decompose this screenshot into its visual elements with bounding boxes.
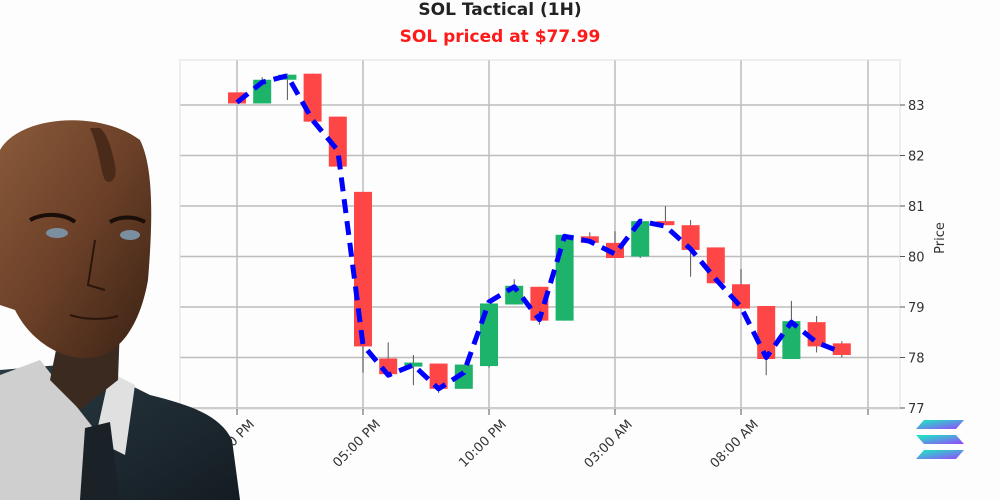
avatar-illustration xyxy=(0,120,240,500)
candle xyxy=(757,305,776,376)
y-tick-label: 83 xyxy=(908,99,925,114)
candle xyxy=(656,206,675,226)
candle xyxy=(782,300,801,360)
y-tick-label: 80 xyxy=(908,251,925,266)
candle xyxy=(303,73,322,122)
y-tick-label: 79 xyxy=(908,301,925,316)
x-tick-label: 05:00 PM xyxy=(330,417,383,470)
x-tick-label: 08:00 AM xyxy=(708,417,762,471)
candle xyxy=(832,341,851,358)
candle xyxy=(555,234,574,321)
y-tick-label: 78 xyxy=(908,352,925,367)
moving-average-line xyxy=(235,73,843,392)
y-axis-label: Price xyxy=(933,222,948,254)
y-tick-label: 81 xyxy=(908,200,925,215)
chart-title: SOL Tactical (1H) xyxy=(418,0,582,20)
y-tick-label: 77 xyxy=(908,402,925,417)
y-axis: 77 78 79 80 81 82 83 xyxy=(900,99,925,417)
x-tick-label: 03:00 AM xyxy=(582,417,636,471)
candle xyxy=(454,364,473,389)
price-subtitle: SOL priced at $77.99 xyxy=(399,27,601,47)
plot-frame xyxy=(179,59,901,410)
candle xyxy=(706,247,725,284)
candle xyxy=(404,354,423,386)
solana-logo-icon xyxy=(916,420,964,459)
candles xyxy=(228,73,851,393)
x-tick-label: 10:00 PM xyxy=(456,417,509,470)
y-tick-label: 82 xyxy=(908,150,925,165)
candle xyxy=(354,191,372,373)
